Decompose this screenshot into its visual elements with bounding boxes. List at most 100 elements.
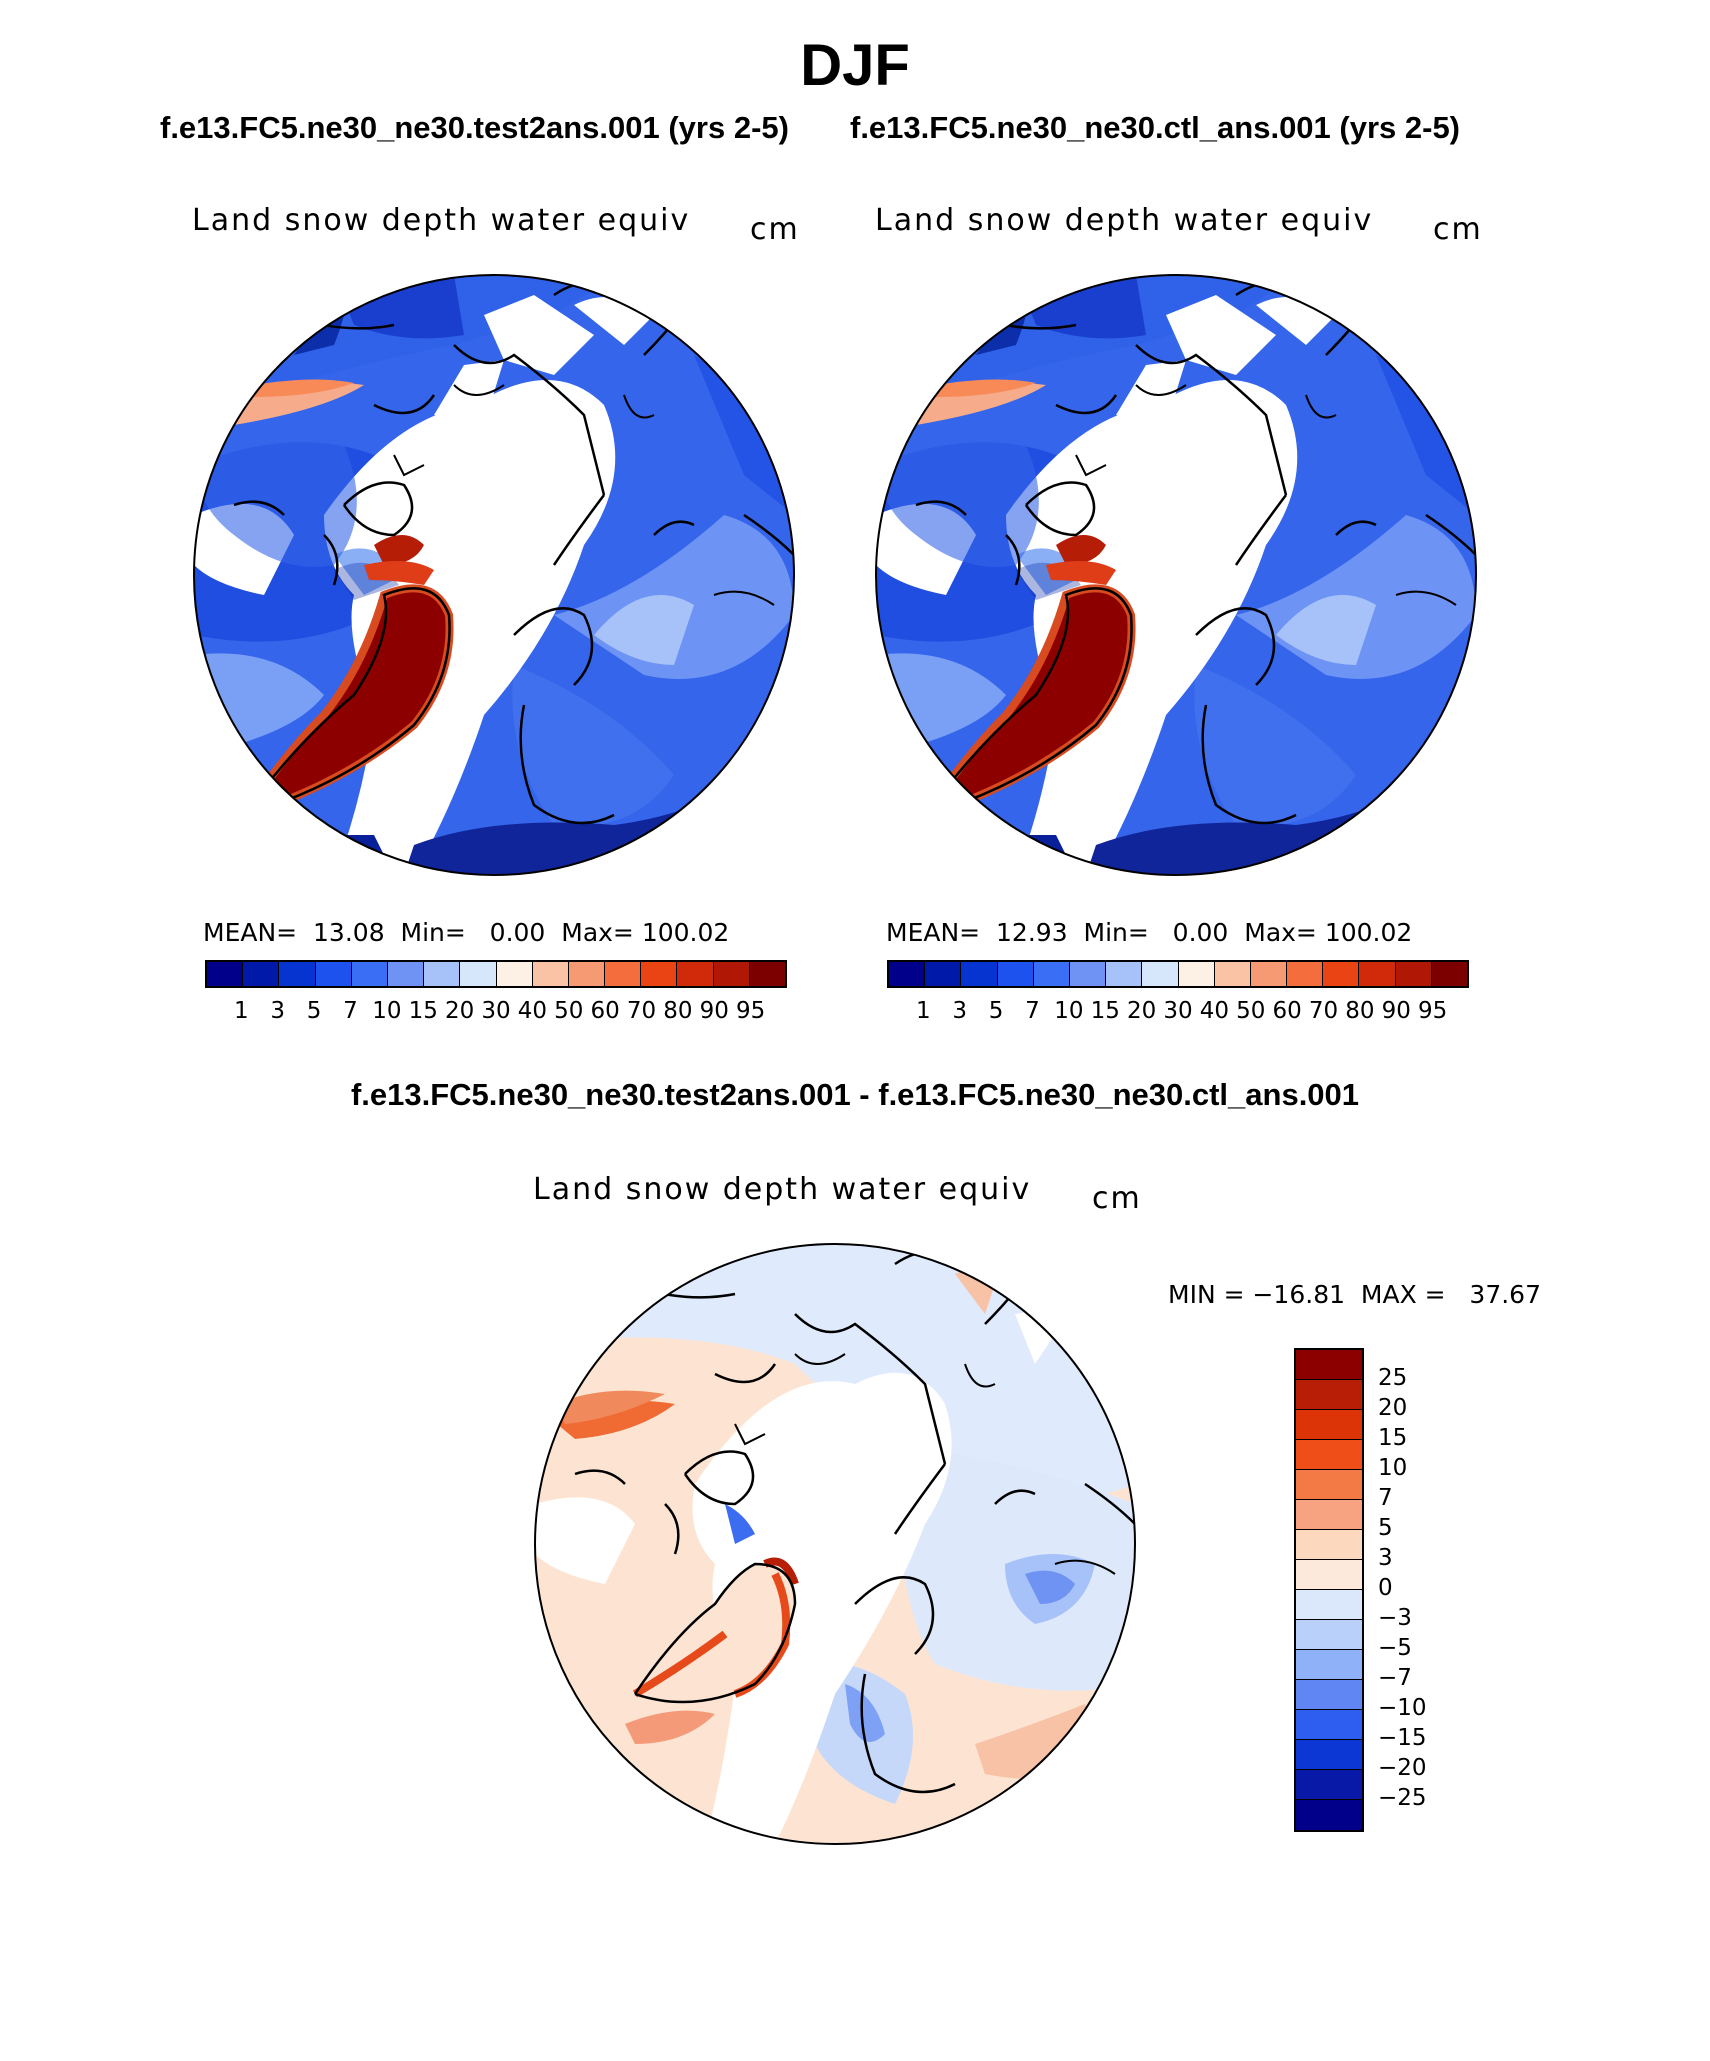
panel1-colorbar-segment	[279, 962, 316, 986]
panel2-map-border	[875, 274, 1477, 876]
diff-colorbar-tick: 20	[1378, 1395, 1408, 1421]
panel1-min-value: 0.00	[489, 918, 546, 947]
diff-colorbar-segment	[1296, 1800, 1362, 1830]
diff-colorbar-segment	[1296, 1350, 1362, 1380]
diff-colorbar-tick: −7	[1378, 1665, 1412, 1691]
panel1-colorbar-tick: 30	[481, 998, 511, 1024]
panel1-colorbar-segment	[243, 962, 280, 986]
panel2-min-label: Min=	[1083, 918, 1149, 947]
panel1-colorbar-tick: 5	[306, 998, 322, 1024]
diff-colorbar-segment	[1296, 1440, 1362, 1470]
panel1-colorbar-tick: 60	[590, 998, 620, 1024]
panel2-units-label: cm	[1433, 212, 1483, 247]
panel1-colorbar-segment	[387, 962, 425, 986]
diff-map	[535, 1244, 1135, 1844]
panel2-colorbar-segment	[1178, 962, 1215, 986]
panel2-max-value: 100.02	[1324, 918, 1413, 947]
panel1-colorbar-tick: 95	[735, 998, 766, 1024]
panel2-colorbar-segment	[961, 962, 998, 986]
panel2-colorbar-tick: 15	[1090, 998, 1120, 1024]
panel2-colorbar-segment	[1250, 962, 1288, 986]
panel2-colorbar-segment	[1323, 962, 1360, 986]
difference-title: f.e13.FC5.ne30_ne30.test2ans.001 - f.e13…	[350, 1077, 1360, 1112]
panel1-colorbar-tick: 15	[408, 998, 438, 1024]
diff-colorbar-tick: −10	[1378, 1695, 1427, 1721]
diff-colorbar-segment	[1296, 1560, 1362, 1590]
panel1-colorbar-segment	[496, 962, 533, 986]
panel2-colorbar-tick: 7	[1025, 998, 1040, 1024]
panel1-colorbar-segment	[605, 962, 642, 986]
panel1-stats: MEAN= 13.08 Min= 0.00 Max= 100.02	[203, 918, 729, 947]
diff-colorbar-tick: 5	[1378, 1515, 1393, 1541]
panel1-colorbar-tick: 10	[372, 998, 402, 1024]
diff-colorbar-tick: −15	[1378, 1725, 1427, 1751]
page-title: DJF	[800, 33, 910, 98]
panel2-colorbar-segment	[1214, 962, 1251, 986]
panel2-map	[876, 275, 1476, 875]
panel2-colorbar-tick: 5	[988, 998, 1004, 1024]
panel2-colorbar-tick: 50	[1236, 998, 1266, 1024]
diff-colorbar-segment	[1296, 1500, 1362, 1530]
diff-colorbar-segment	[1296, 1470, 1362, 1500]
panel2-colorbar-tick: 60	[1272, 998, 1302, 1024]
panel1-colorbar-segment	[532, 962, 569, 986]
panel2-colorbar-segment	[1395, 962, 1432, 986]
panel1-colorbar-segment	[315, 962, 352, 986]
panel1-colorbar-tick: 3	[270, 998, 286, 1024]
panel2-max-label: Max=	[1244, 918, 1317, 947]
diff-colorbar-tick: 15	[1378, 1425, 1408, 1451]
panel2-colorbar-segment	[925, 962, 962, 986]
diff-colorbar-tick: −5	[1378, 1635, 1412, 1661]
panel2-colorbar-segment	[889, 962, 926, 986]
panel2-colorbar-tick: 40	[1199, 998, 1230, 1024]
panel1-variable-label: Land snow depth water equiv	[192, 203, 691, 238]
diff-colorbar-tick: 25	[1378, 1365, 1408, 1391]
panel2-mean-value: 12.93	[996, 918, 1068, 947]
diff-colorbar-segment	[1296, 1680, 1362, 1710]
panel1-colorbar-segment	[713, 962, 750, 986]
panel2-colorbar-ticks: 1 3 5 7 10 15 20 30 40 50 60 70 80 90 95	[887, 998, 1469, 1028]
diff-colorbar-tick: 10	[1378, 1455, 1408, 1481]
panel1-colorbar	[205, 960, 787, 988]
panel2-colorbar-segment	[1431, 962, 1467, 986]
left-case-title: f.e13.FC5.ne30_ne30.test2ans.001 (yrs 2-…	[160, 110, 789, 145]
panel2-min-value: 0.00	[1172, 918, 1229, 947]
panel2-colorbar-tick: 3	[952, 998, 968, 1024]
panel1-colorbar-tick: 20	[444, 998, 475, 1024]
panel2-colorbar-tick: 20	[1126, 998, 1157, 1024]
panel1-colorbar-segment	[677, 962, 714, 986]
diff-colorbar-tick: −3	[1378, 1605, 1412, 1631]
diff-colorbar-segment	[1296, 1380, 1362, 1410]
panel1-colorbar-tick: 80	[663, 998, 693, 1024]
diff-colorbar-segment	[1296, 1650, 1362, 1680]
diff-colorbar	[1294, 1348, 1364, 1832]
diff-units-label: cm	[1092, 1181, 1142, 1216]
panel1-map	[194, 275, 794, 875]
panel1-colorbar-segment	[460, 962, 497, 986]
panel2-colorbar-segment	[1359, 962, 1396, 986]
panel2-colorbar-tick: 1	[916, 998, 931, 1024]
panel1-colorbar-tick: 1	[234, 998, 249, 1024]
panel1-colorbar-segment	[424, 962, 461, 986]
panel2-colorbar-segment	[1033, 962, 1070, 986]
right-case-title: f.e13.FC5.ne30_ne30.ctl_ans.001 (yrs 2-5…	[850, 110, 1461, 145]
panel2-colorbar-segment	[1069, 962, 1107, 986]
panel1-colorbar-tick: 40	[517, 998, 548, 1024]
panel1-mean-value: 13.08	[313, 918, 385, 947]
diff-colorbar-segment	[1296, 1590, 1362, 1620]
panel1-colorbar-tick: 50	[554, 998, 584, 1024]
panel1-colorbar-segment	[351, 962, 388, 986]
diff-colorbar-tick: −20	[1378, 1755, 1427, 1781]
panel2-colorbar-segment	[1106, 962, 1143, 986]
panel1-max-label: Max=	[561, 918, 634, 947]
panel2-colorbar-segment	[997, 962, 1034, 986]
diff-colorbar-tick: −25	[1378, 1785, 1427, 1811]
panel1-mean-label: MEAN=	[203, 918, 298, 947]
panel1-map-border	[193, 274, 795, 876]
panel2-colorbar-segment	[1287, 962, 1324, 986]
panel2-colorbar-tick: 30	[1163, 998, 1193, 1024]
diff-colorbar-tick: 7	[1378, 1485, 1393, 1511]
panel2-colorbar-tick: 70	[1308, 998, 1339, 1024]
panel1-colorbar-tick: 7	[343, 998, 358, 1024]
